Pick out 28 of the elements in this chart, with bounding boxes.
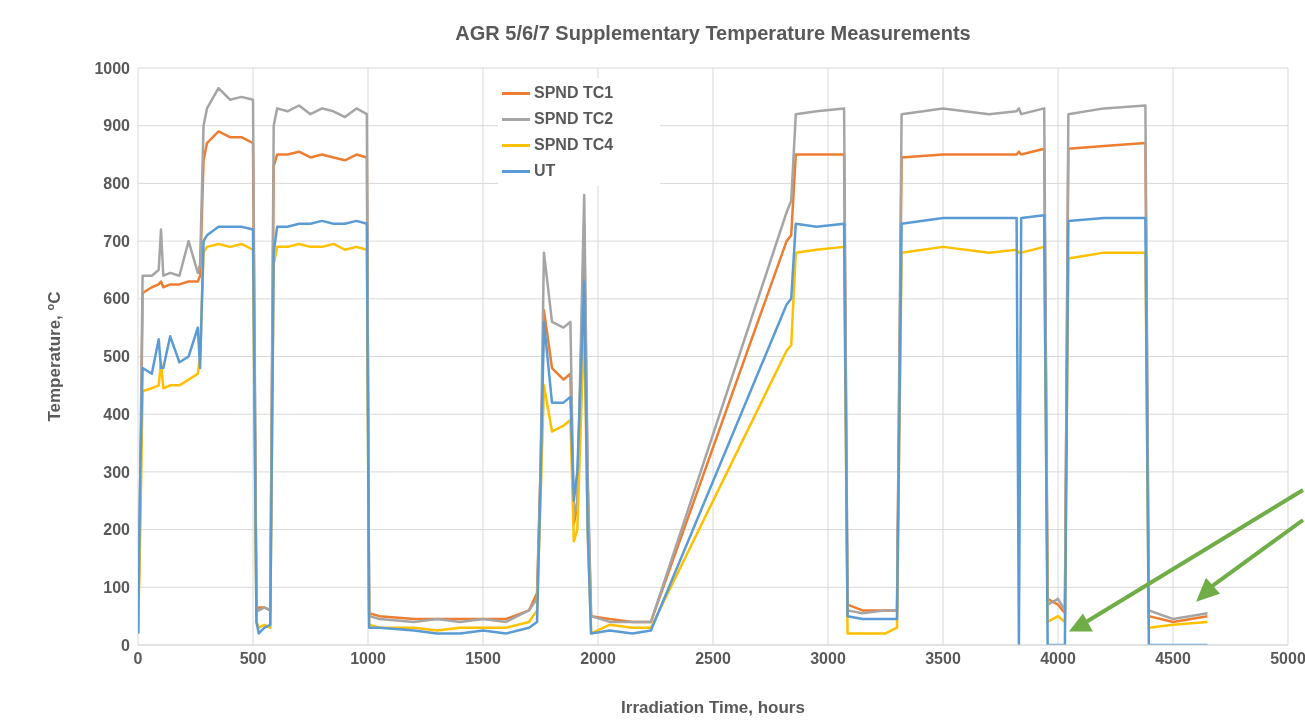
x-tick-label: 0 [133, 650, 143, 668]
legend-label: SPND TC2 [534, 110, 614, 128]
y-tick-label: 700 [103, 232, 131, 250]
y-tick-label: 600 [103, 290, 131, 308]
y-tick-label: 1000 [94, 59, 131, 77]
x-tick-label: 2000 [580, 650, 616, 668]
x-tick-label: 5000 [1270, 650, 1305, 668]
x-tick-label: 3500 [925, 650, 961, 668]
legend-label: UT [534, 162, 556, 180]
legend-label: SPND TC1 [534, 84, 614, 102]
x-tick-label: 1000 [350, 650, 386, 668]
x-tick-label: 500 [239, 650, 267, 668]
x-axis-title: Irradiation Time, hours [621, 698, 805, 717]
y-tick-label: 900 [103, 117, 131, 135]
y-tick-label: 800 [103, 175, 131, 193]
y-tick-label: 200 [103, 521, 131, 539]
y-tick-label: 0 [121, 636, 131, 654]
y-tick-label: 500 [103, 348, 131, 366]
x-tick-label: 1500 [465, 650, 501, 668]
x-tick-label: 4500 [1155, 650, 1191, 668]
y-tick-label: 100 [103, 578, 131, 596]
y-tick-label: 300 [103, 463, 131, 481]
chart-title: AGR 5/6/7 Supplementary Temperature Measurements [454, 22, 972, 45]
x-tick-label: 2500 [695, 650, 731, 668]
legend-label: SPND TC4 [534, 136, 614, 154]
y-tick-label: 400 [103, 405, 131, 423]
x-tick-label: 4000 [1040, 650, 1076, 668]
x-tick-label: 3000 [810, 650, 846, 668]
